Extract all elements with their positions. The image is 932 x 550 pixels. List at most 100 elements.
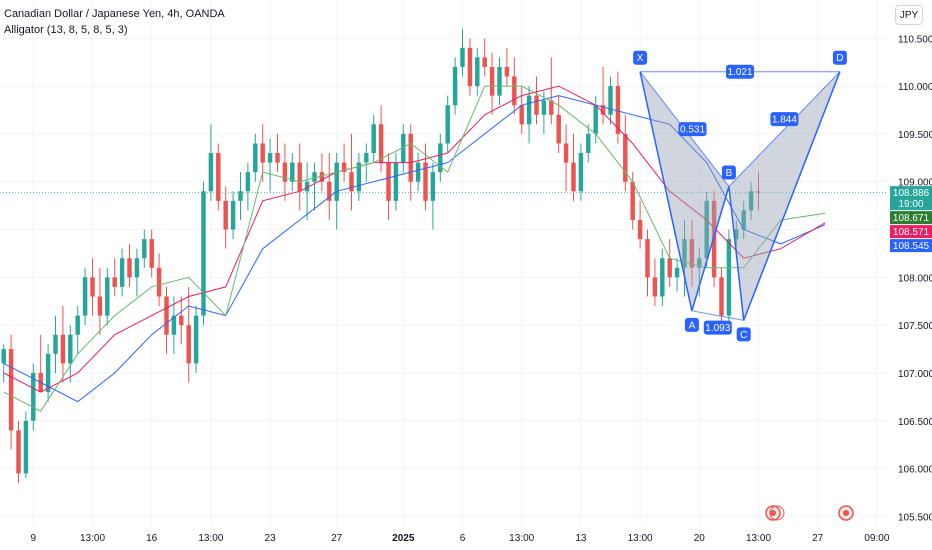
time-tick-label: 16 — [146, 533, 158, 544]
price-label-value: 108.571 — [893, 227, 930, 238]
candle-body — [682, 239, 687, 268]
candle-body — [297, 162, 302, 192]
candle — [112, 258, 117, 297]
candle-body — [645, 239, 650, 278]
candle — [193, 306, 199, 373]
candle-body — [31, 372, 36, 421]
candle — [105, 267, 110, 326]
candle — [460, 28, 465, 77]
pattern-line-bd — [728, 71, 841, 187]
candle-body — [23, 420, 29, 474]
candle — [142, 229, 147, 268]
price-tick-label: 109.000 — [898, 178, 932, 189]
candle-body — [393, 162, 399, 201]
candle-body — [460, 47, 465, 67]
price-axis: 110.500110.000109.500109.000108.500108.0… — [888, 0, 932, 550]
price-tick-label: 108.000 — [898, 273, 932, 284]
candle-body — [364, 153, 369, 163]
candle-body — [415, 162, 421, 182]
candle — [438, 133, 443, 182]
pattern-point-x-bg — [633, 50, 648, 65]
candle — [637, 200, 643, 249]
candle-body — [171, 315, 177, 335]
candle — [282, 143, 288, 201]
currency-button[interactable]: JPY — [895, 5, 923, 25]
candle — [623, 114, 628, 192]
candle-body — [105, 277, 110, 316]
candle-body — [164, 296, 169, 335]
candle-body — [260, 143, 265, 163]
candle-body — [526, 95, 532, 125]
candle — [364, 143, 369, 182]
candle — [45, 344, 51, 402]
candle-body — [556, 114, 561, 144]
candle-body — [697, 258, 702, 268]
ratio-label-xcd: 1.844 — [772, 115, 797, 126]
candle-body — [134, 258, 140, 278]
pattern-point-a: A — [689, 320, 696, 331]
alligator-lips-line — [3, 85, 826, 412]
candle-body — [90, 277, 95, 297]
candle-body — [82, 277, 88, 316]
candle — [164, 286, 169, 354]
candle-body — [68, 334, 73, 364]
candle — [201, 181, 206, 326]
time-tick-label: 20 — [694, 533, 706, 544]
candle — [171, 296, 177, 354]
candle — [475, 47, 480, 96]
ratio-label-abc: 1.093 — [705, 323, 730, 334]
candle — [726, 229, 732, 326]
price-tick-label: 110.000 — [898, 82, 932, 93]
price-axis-bg — [888, 0, 932, 550]
candle — [297, 143, 302, 211]
candle — [608, 76, 613, 125]
pattern-point-c: C — [740, 330, 747, 341]
candle-body — [600, 105, 606, 115]
candle-body — [689, 239, 695, 268]
candle-body — [578, 153, 584, 192]
candle — [223, 186, 228, 249]
candle — [600, 66, 606, 125]
candle — [386, 153, 391, 220]
candle-body — [438, 143, 443, 173]
candle — [630, 172, 635, 230]
event-marker-dot — [843, 510, 849, 516]
candle — [312, 162, 317, 211]
candle-body — [608, 86, 613, 115]
candle — [652, 258, 658, 307]
candle — [341, 143, 347, 182]
time-tick-label: 13:00 — [509, 533, 534, 544]
candle — [534, 76, 539, 125]
price-label-box — [890, 211, 932, 225]
candle-body — [660, 258, 665, 297]
candle-body — [445, 105, 450, 144]
candle-body — [586, 133, 591, 154]
candle-body — [637, 219, 643, 240]
candle-body — [208, 153, 214, 192]
candle — [645, 229, 650, 297]
candle-body — [230, 200, 236, 230]
candle-body — [319, 172, 325, 182]
candle-body — [674, 267, 680, 278]
price-label-value: 108.545 — [893, 241, 930, 252]
candle — [216, 143, 221, 211]
candle-body — [482, 57, 487, 67]
candle — [452, 57, 458, 115]
pattern-leg-cd — [743, 71, 841, 321]
candle-body — [16, 430, 21, 474]
candle — [401, 124, 406, 173]
candle-body — [563, 143, 569, 163]
candle-body — [223, 200, 228, 230]
harmonic-pattern: X A B C D 1.021 0.531 1.844 1.093 — [633, 50, 847, 342]
candle — [549, 57, 554, 125]
candle — [60, 306, 66, 383]
candle — [563, 124, 569, 192]
candle — [748, 181, 754, 220]
pattern-point-a-bg — [684, 317, 699, 332]
candle-body — [201, 191, 206, 316]
candle-body — [519, 105, 524, 125]
candle-body — [497, 66, 502, 96]
candle-body — [734, 229, 739, 240]
pattern-point-x: X — [637, 53, 644, 64]
